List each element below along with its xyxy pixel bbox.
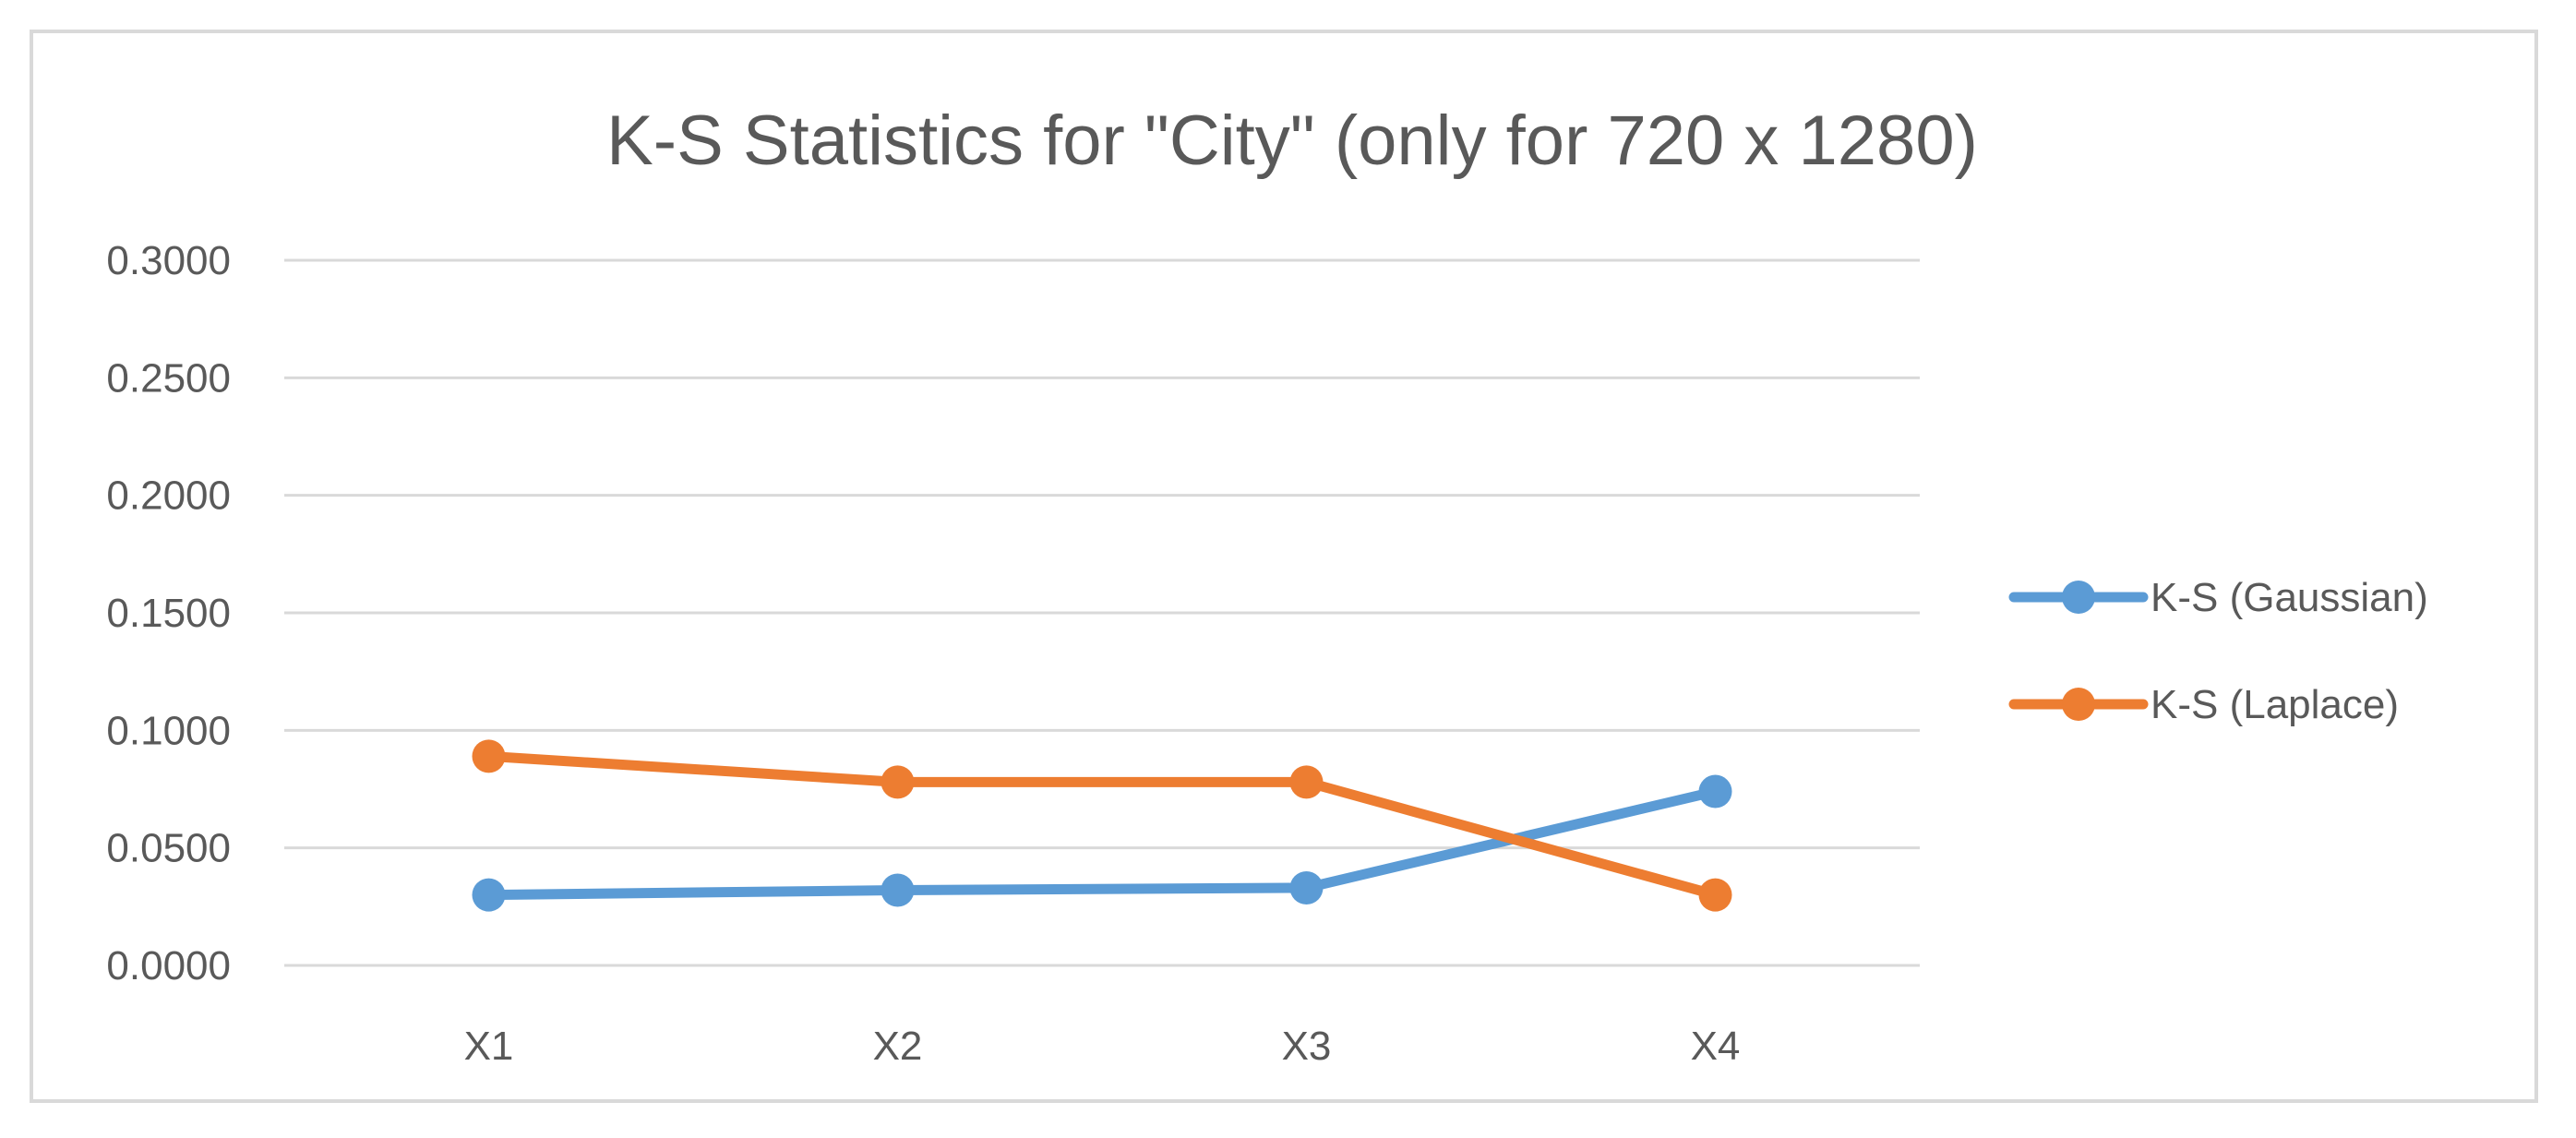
y-tick-label: 0.1000 (106, 708, 231, 753)
data-point (472, 739, 506, 773)
data-point (1289, 765, 1324, 799)
legend-swatch-marker (2062, 688, 2095, 721)
y-tick-label: 0.0500 (106, 826, 231, 871)
x-tick-label: X3 (1282, 1024, 1332, 1069)
legend: K-S (Gaussian) K-S (Laplace) (2008, 575, 2428, 727)
legend-label: K-S (Laplace) (2151, 682, 2399, 727)
x-tick-label: X4 (1691, 1024, 1741, 1069)
y-tick-label: 0.2500 (106, 355, 231, 401)
x-axis-ticks: X1 X2 X3 X4 (464, 1024, 1741, 1069)
y-tick-label: 0.2000 (106, 473, 231, 519)
chart-frame (30, 30, 2538, 1103)
y-axis-ticks: 0.0000 0.0500 0.1000 0.1500 0.2000 0.2500 0.30… (106, 238, 231, 988)
y-tick-label: 0.3000 (106, 238, 231, 283)
legend-swatch-marker (2062, 581, 2095, 614)
x-tick-label: X2 (873, 1024, 923, 1069)
data-point (881, 765, 915, 799)
data-point (1289, 870, 1324, 904)
data-point (881, 873, 915, 907)
data-point (1698, 774, 1732, 809)
y-tick-label: 0.0000 (106, 943, 231, 988)
y-tick-label: 0.1500 (106, 591, 231, 636)
data-point (472, 878, 506, 912)
legend-label: K-S (Gaussian) (2151, 575, 2428, 620)
series-lines (472, 739, 1732, 912)
x-tick-label: X1 (464, 1024, 514, 1069)
gridlines (284, 258, 1920, 967)
series-line (484, 750, 1720, 901)
data-point (1698, 878, 1732, 912)
legend-item: K-S (Gaussian) (2008, 575, 2428, 620)
legend-item: K-S (Laplace) (2008, 682, 2399, 727)
series-laplace (472, 739, 1732, 912)
chart-title: K-S Statistics for "City" (only for 720 … (606, 102, 1978, 180)
